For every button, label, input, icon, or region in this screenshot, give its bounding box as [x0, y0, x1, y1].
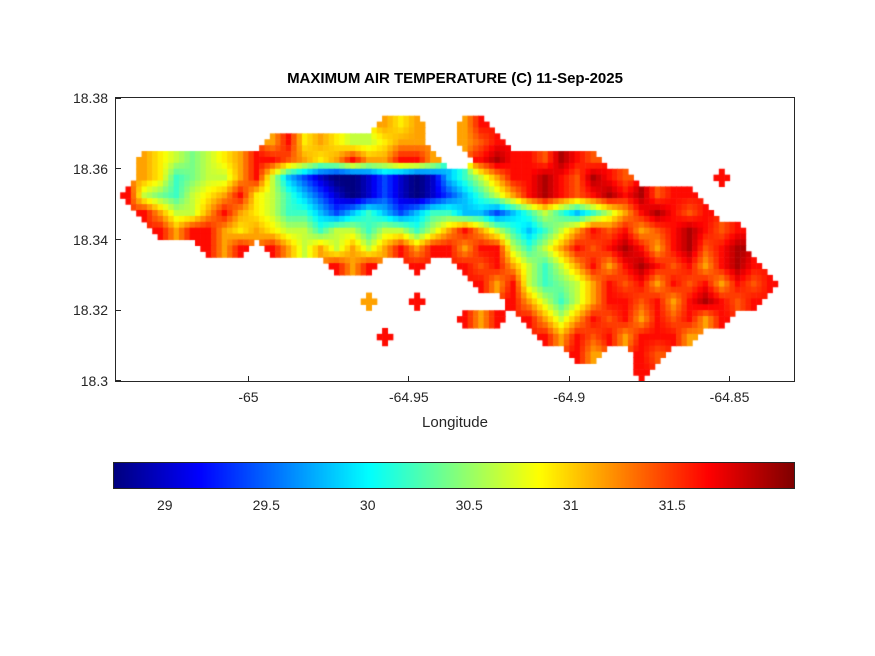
- y-tick-label: 18.32: [72, 302, 108, 319]
- x-tick-label: -65: [238, 389, 259, 405]
- colorbar-canvas: [114, 463, 794, 488]
- x-tick-label: -64.95: [388, 389, 429, 405]
- colorbar-tick-label: 29.5: [252, 497, 280, 513]
- y-tick-label: 18.34: [72, 231, 108, 248]
- y-tick-mark: [116, 239, 121, 240]
- colorbar-tick-label: 29: [156, 497, 173, 513]
- y-tick-mark: [116, 168, 121, 170]
- colorbar-tick-label: 30.5: [455, 497, 483, 513]
- y-tick-mark: [116, 380, 121, 381]
- y-tick-mark: [116, 98, 121, 99]
- y-tick-label: 18.38: [72, 90, 108, 106]
- plot-area: [115, 97, 795, 382]
- colorbar-tick-label: 30: [359, 497, 376, 513]
- x-tick-mark: [408, 376, 410, 381]
- x-tick-mark: [568, 376, 570, 381]
- heatmap-canvas: [116, 98, 794, 381]
- colorbar-tick-label: 31.5: [658, 497, 686, 513]
- y-tick-label: 18.36: [72, 160, 108, 177]
- x-tick-label: -64.85: [709, 389, 750, 405]
- x-tick-mark: [247, 376, 249, 381]
- x-tick-mark: [729, 376, 731, 381]
- colorbar: [113, 462, 795, 489]
- y-tick-label: 18.3: [80, 373, 108, 389]
- colorbar-tick-label: 31: [562, 497, 579, 513]
- plot-title: MAXIMUM AIR TEMPERATURE (C) 11-Sep-2025: [287, 70, 623, 87]
- y-tick-mark: [116, 309, 121, 311]
- x-axis-label: Longitude: [422, 414, 488, 431]
- x-tick-label: -64.9: [553, 389, 586, 405]
